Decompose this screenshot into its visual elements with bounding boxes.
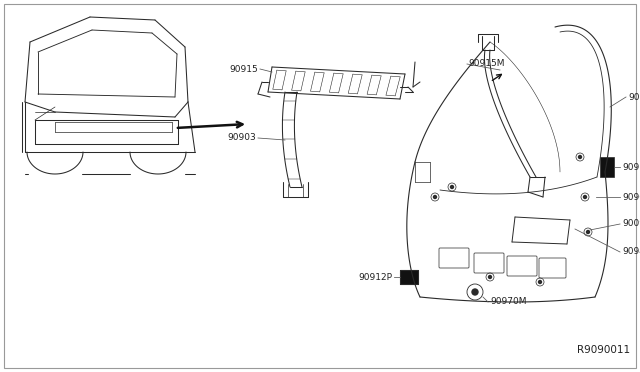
Circle shape	[586, 231, 589, 234]
Text: 90091E: 90091E	[622, 219, 640, 228]
Text: 90903: 90903	[227, 134, 256, 142]
Text: 90902: 90902	[628, 93, 640, 102]
Circle shape	[472, 289, 478, 295]
Text: 90940M: 90940M	[622, 247, 640, 257]
Circle shape	[433, 196, 436, 199]
Bar	[400, 270, 418, 284]
Text: 90901M: 90901M	[622, 192, 640, 202]
Circle shape	[451, 186, 454, 189]
Text: 90910N: 90910N	[622, 163, 640, 171]
Circle shape	[488, 276, 492, 279]
Circle shape	[579, 155, 582, 158]
Circle shape	[538, 280, 541, 283]
Text: 90970M: 90970M	[490, 298, 527, 307]
Bar	[600, 157, 614, 177]
Text: R9090011: R9090011	[577, 345, 630, 355]
Text: 90915: 90915	[229, 64, 258, 74]
Text: 90912P: 90912P	[358, 273, 392, 282]
Circle shape	[584, 196, 586, 199]
Text: 90915M: 90915M	[468, 60, 504, 68]
